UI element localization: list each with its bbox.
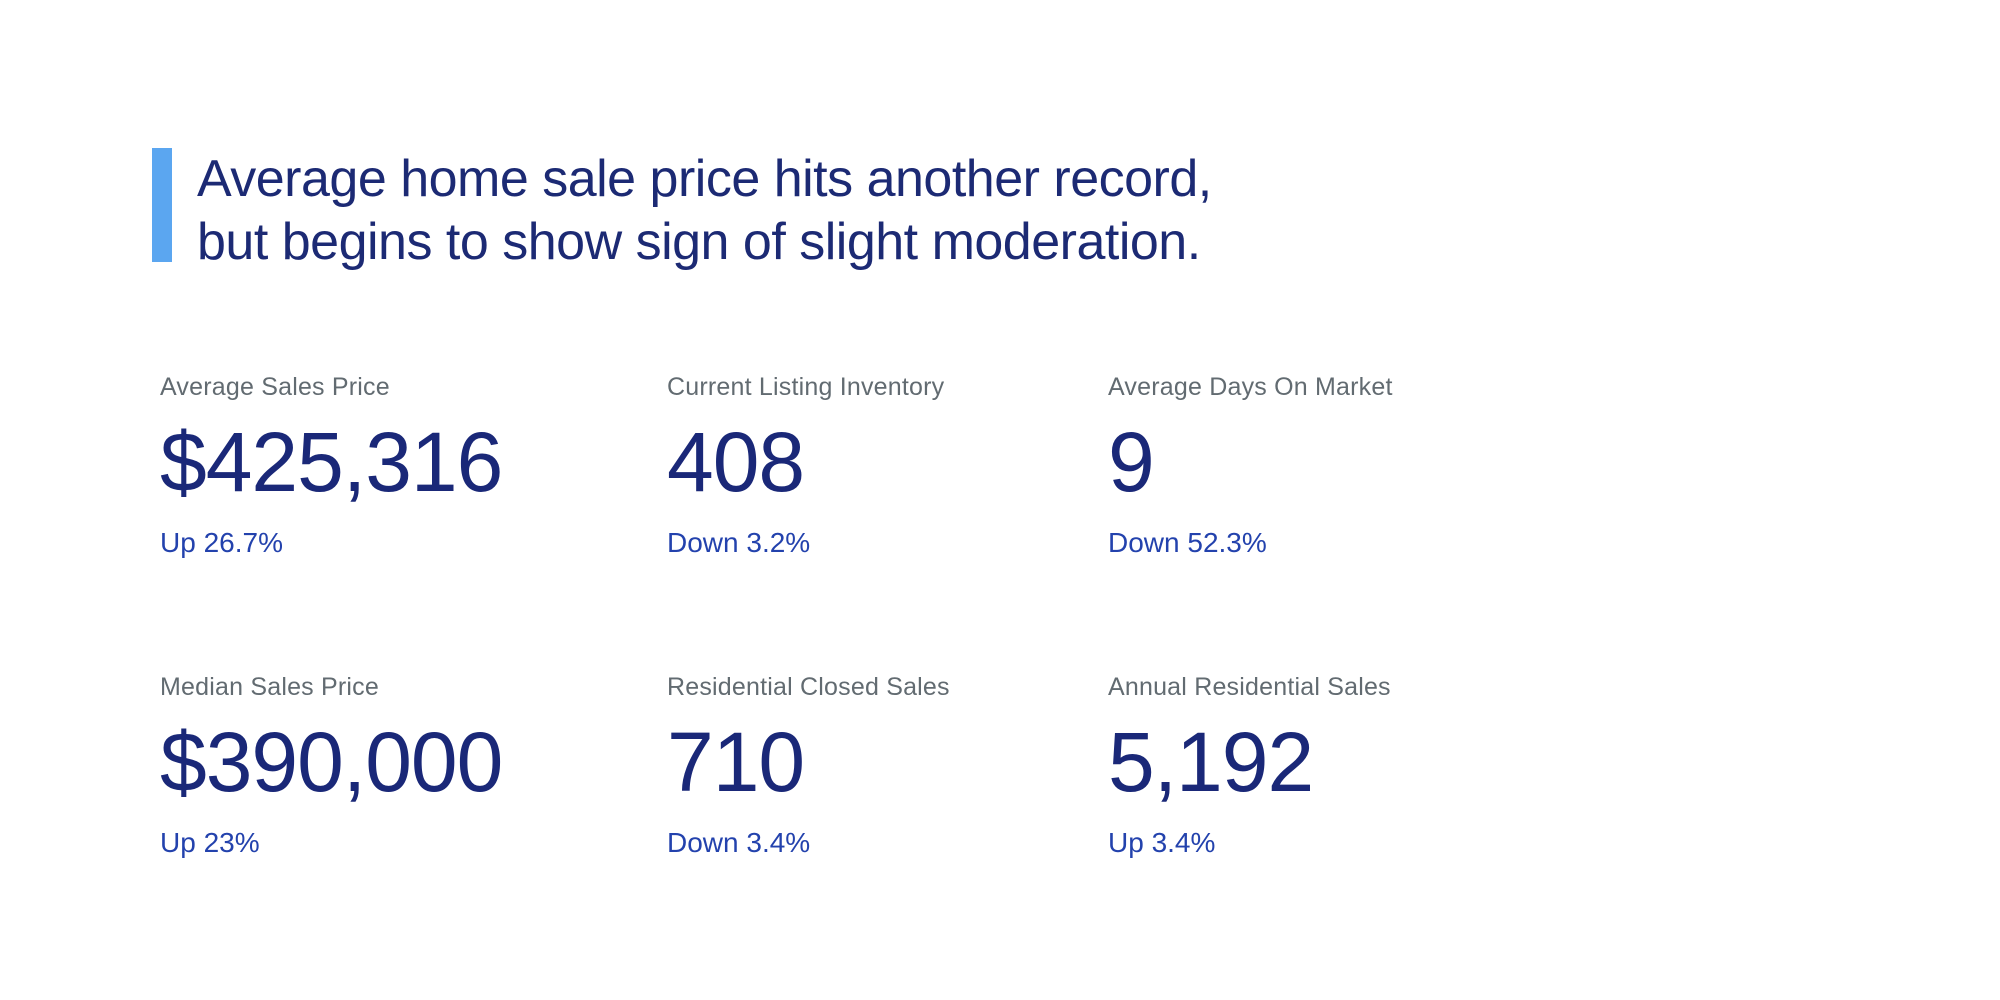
stat-value: 408 <box>667 415 805 509</box>
stat-change: Up 23% <box>160 827 260 858</box>
headline-line-2: but begins to show sign of slight modera… <box>197 213 1201 271</box>
stat-change: Down 52.3% <box>1108 527 1267 558</box>
stat-change: Down 3.2% <box>667 527 811 558</box>
stat-value: 5,192 <box>1108 715 1314 809</box>
stat-annual-residential-sales: Annual Residential Sales 5,192 Up 3.4% <box>1108 672 1608 860</box>
headline-block: Average home sale price hits another rec… <box>152 148 1212 274</box>
page-title: Average home sale price hits another rec… <box>197 148 1212 274</box>
stat-label: Annual Residential Sales <box>1108 673 1391 701</box>
stat-residential-closed-sales: Residential Closed Sales 710 Down 3.4% <box>667 672 1108 860</box>
stat-change: Up 3.4% <box>1108 827 1216 858</box>
headline-accent-bar <box>152 148 172 262</box>
stat-current-listing-inventory: Current Listing Inventory 408 Down 3.2% <box>667 372 1108 560</box>
stat-median-sales-price: Median Sales Price $390,000 Up 23% <box>160 672 667 860</box>
stat-label: Current Listing Inventory <box>667 373 945 401</box>
stat-value: 9 <box>1108 415 1155 509</box>
stat-change: Up 26.7% <box>160 527 283 558</box>
stat-label: Average Days On Market <box>1108 373 1393 401</box>
stat-average-sales-price: Average Sales Price $425,316 Up 26.7% <box>160 372 667 560</box>
stat-label: Median Sales Price <box>160 673 379 701</box>
stat-value: 710 <box>667 715 805 809</box>
stat-label: Residential Closed Sales <box>667 673 950 701</box>
stat-value: $390,000 <box>160 715 503 809</box>
stat-average-days-on-market: Average Days On Market 9 Down 52.3% <box>1108 372 1608 560</box>
stat-change: Down 3.4% <box>667 827 811 858</box>
stat-label: Average Sales Price <box>160 373 390 401</box>
stats-grid: Average Sales Price $425,316 Up 26.7% Cu… <box>160 372 1608 860</box>
headline-line-1: Average home sale price hits another rec… <box>197 150 1212 208</box>
stat-value: $425,316 <box>160 415 503 509</box>
